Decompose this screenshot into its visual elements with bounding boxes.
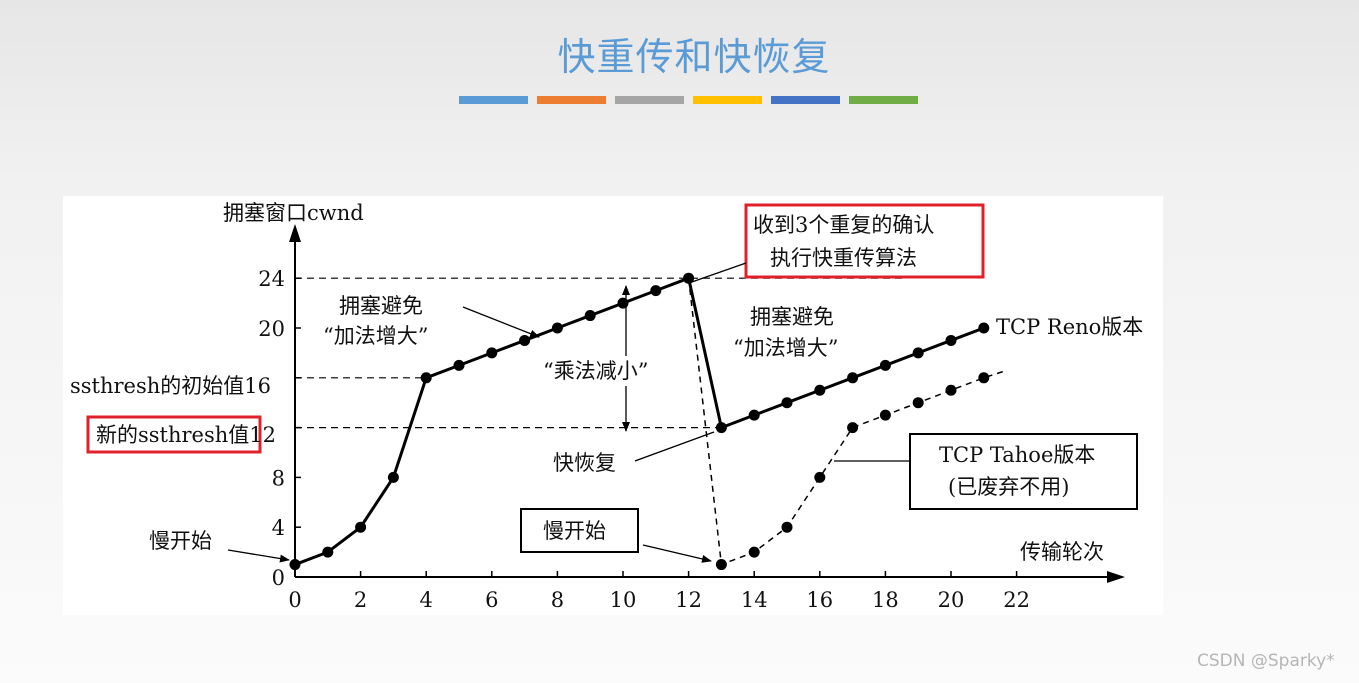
- tahoe-note: (已废弃不用): [948, 475, 1069, 499]
- reno-data-point: [387, 471, 399, 483]
- reno-data-point: [355, 521, 367, 533]
- x-tick-label: 22: [1003, 588, 1030, 612]
- tahoe-data-point: [781, 521, 793, 533]
- fast-recovery-pointer: [634, 431, 715, 462]
- tahoe-data-point: [879, 409, 891, 421]
- reno-data-point: [814, 384, 826, 396]
- series-layer: [289, 272, 1007, 571]
- reno-data-point: [519, 334, 531, 346]
- ssthresh-new-label: 新的ssthresh值12: [96, 423, 276, 447]
- y-tick-label: 4: [272, 516, 285, 540]
- x-axis-arrow: [1107, 571, 1125, 583]
- dup-ack-line2: 执行快重传算法: [770, 246, 917, 270]
- ca-right-line1: 拥塞避免: [750, 305, 834, 329]
- reno-data-point: [683, 272, 695, 284]
- y-tick-label: 24: [258, 267, 285, 291]
- y-tick-label: 20: [258, 317, 285, 341]
- x-tick-label: 16: [806, 588, 833, 612]
- tahoe-data-point: [978, 372, 990, 384]
- x-tick-label: 12: [675, 588, 702, 612]
- ca-left-line2: “加法增大”: [323, 324, 428, 348]
- reno-data-point: [551, 322, 563, 334]
- reno-data-point: [847, 372, 859, 384]
- slow-start-right-box: [520, 508, 639, 553]
- x-tick-label: 20: [938, 588, 965, 612]
- reno-data-point: [781, 397, 793, 409]
- reno-data-point: [945, 334, 957, 346]
- x-tick-label: 10: [610, 588, 637, 612]
- reno-data-point: [486, 347, 498, 359]
- mult-decrease-label: “乘法减小”: [543, 359, 648, 383]
- color-bar-segment: [693, 96, 762, 104]
- reno-label: TCP Reno版本: [996, 315, 1143, 339]
- slow-start-left-arrow: [227, 549, 290, 563]
- tahoe-box: [909, 433, 1138, 510]
- tahoe-data-point: [912, 397, 924, 409]
- x-tick-label: 14: [741, 588, 768, 612]
- ca-right-line2: “加法增大”: [733, 336, 838, 360]
- color-bar-segment: [537, 96, 606, 104]
- reno-data-point: [584, 310, 596, 322]
- tahoe-data-point: [847, 422, 859, 434]
- color-bar-segment: [849, 96, 918, 104]
- chart-panel: [63, 196, 1163, 615]
- x-tick-label: 6: [485, 588, 498, 612]
- x-tick-label: 18: [872, 588, 899, 612]
- dup-ack-pointer: [688, 262, 747, 284]
- y-axis-label: 拥塞窗口cwnd: [223, 201, 364, 225]
- color-bar-segment: [771, 96, 840, 104]
- tahoe-data-point: [814, 471, 826, 483]
- y-axis-arrow: [289, 224, 301, 242]
- x-axis-label: 传输轮次: [1020, 540, 1104, 564]
- reno-data-point: [748, 409, 760, 421]
- slow-start-right-label: 慢开始: [543, 519, 606, 543]
- x-tick-label: 2: [354, 588, 367, 612]
- x-tick-label: 0: [288, 588, 301, 612]
- slide-title: 快重传和快恢复: [557, 35, 831, 79]
- y-tick-label: 8: [272, 466, 285, 490]
- tahoe-data-point: [715, 559, 727, 571]
- ssthresh-initial-label: ssthresh的初始值16: [70, 374, 271, 398]
- reno-series-line: [294, 276, 985, 566]
- x-tick-label: 8: [551, 588, 564, 612]
- reno-data-point: [322, 546, 334, 558]
- reno-data-point: [650, 285, 662, 297]
- reno-data-point: [715, 422, 727, 434]
- reno-data-point: [978, 322, 990, 334]
- reno-data-point: [879, 359, 891, 371]
- axes: [289, 224, 1125, 583]
- dup-ack-highlight-box: [744, 203, 985, 279]
- tahoe-label: TCP Tahoe版本: [939, 443, 1095, 467]
- y-tick-label: 0: [272, 566, 285, 590]
- reno-data-point: [420, 372, 432, 384]
- slow-start-right-arrow: [642, 544, 712, 563]
- watermark: CSDN @Sparky*: [1197, 651, 1335, 671]
- fast-recovery-label: 快恢复: [553, 451, 616, 475]
- tahoe-data-point: [945, 384, 957, 396]
- color-bar-segment: [459, 96, 528, 104]
- dup-ack-line1: 收到3个重复的确认: [753, 213, 934, 237]
- tahoe-series-line: [687, 278, 1007, 566]
- color-bar-segment: [615, 96, 684, 104]
- x-tick-label: 4: [420, 588, 433, 612]
- new-ssthresh-highlight-box: [86, 415, 262, 454]
- reno-data-point: [617, 297, 629, 309]
- reno-data-point: [289, 559, 301, 571]
- tahoe-data-point: [748, 546, 760, 558]
- reno-data-point: [453, 359, 465, 371]
- y-ticks: 0 4 8 20 24: [258, 267, 301, 590]
- slow-start-left-label: 慢开始: [149, 529, 212, 553]
- ca-left-arrow: [462, 306, 540, 338]
- ca-left-line1: 拥塞避免: [339, 294, 423, 318]
- x-ticks: 0 2 4 6 8 10 12 14 16 18 20 22: [288, 571, 1030, 612]
- reno-data-point: [912, 347, 924, 359]
